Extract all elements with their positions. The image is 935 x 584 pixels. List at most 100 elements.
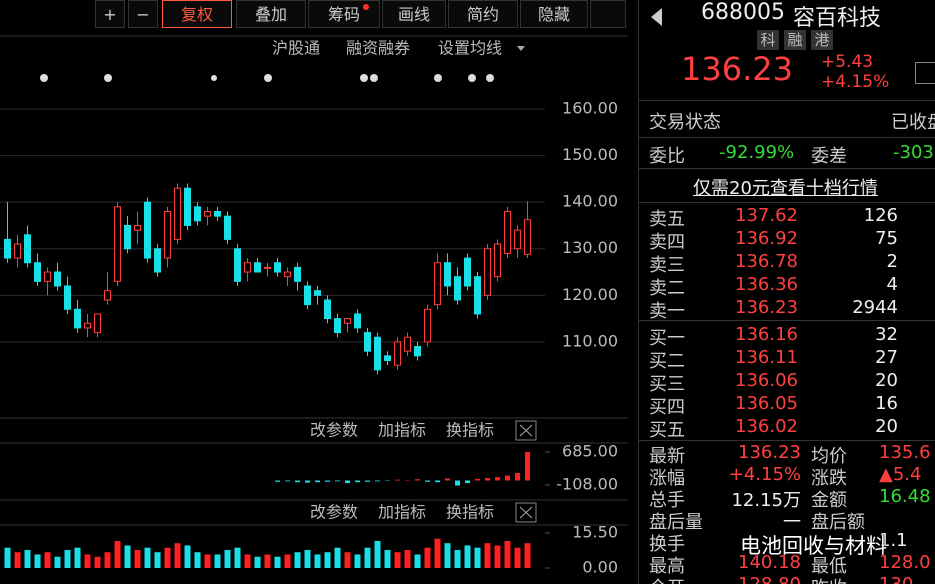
volume-bar — [84, 554, 91, 568]
add-button[interactable] — [915, 62, 935, 84]
book-volume: 75 — [875, 228, 898, 249]
volume-bar — [364, 547, 371, 568]
macd-bar — [335, 480, 340, 482]
divider — [639, 168, 935, 169]
candle-body — [84, 322, 91, 329]
close-button[interactable] — [515, 502, 537, 523]
volume-bar — [524, 543, 531, 568]
stock-code: 688005 — [701, 0, 785, 25]
book-label: 卖一 — [649, 301, 685, 322]
stat-value: 1.1 — [879, 530, 908, 551]
y-tick-label: -108.00 — [556, 475, 618, 494]
macd-bar — [425, 480, 430, 482]
candle-body — [4, 238, 11, 259]
toolbar-button[interactable]: 画线 — [382, 0, 446, 28]
price-pct: +4.15% — [821, 72, 890, 92]
macd-bar — [315, 480, 320, 483]
candle-body — [124, 224, 131, 250]
volume-bar — [34, 554, 41, 568]
candle-body — [64, 285, 71, 310]
candle-body — [14, 243, 21, 259]
book-price: 136.05 — [735, 393, 798, 414]
macd-bar — [475, 478, 480, 481]
candle-body — [24, 234, 31, 264]
candle-body — [444, 262, 451, 287]
candle-body — [154, 248, 161, 273]
macd-bar — [415, 479, 420, 481]
candle-body — [264, 266, 271, 269]
volume-bar — [284, 554, 291, 568]
volume-bar — [44, 552, 51, 568]
candle-body — [434, 262, 441, 306]
toolbar-button[interactable]: 筹码 — [308, 0, 380, 28]
book-price: 136.78 — [735, 251, 798, 272]
toolbar-button[interactable]: 隐藏 — [520, 0, 588, 28]
volume-bar — [174, 543, 181, 568]
volume-bar — [294, 552, 301, 568]
stat-value: 一 — [783, 512, 801, 533]
volume-bar — [424, 547, 431, 568]
close-button[interactable] — [515, 420, 537, 441]
candle-body — [384, 355, 391, 362]
macd-bar — [455, 480, 460, 486]
toolbar-button[interactable]: − — [128, 0, 158, 28]
volume-bar — [434, 538, 441, 568]
divider — [639, 137, 935, 138]
dropdown-arrow — [517, 46, 525, 51]
volume-bar — [154, 552, 161, 568]
candle-body — [54, 271, 61, 287]
candle-body — [314, 290, 321, 296]
close-icon — [519, 424, 533, 437]
macd-bar — [375, 480, 380, 482]
stat-label: 金额 — [811, 490, 847, 511]
candle-body — [374, 336, 381, 371]
volume-bar — [444, 543, 451, 568]
stat-label: 均价 — [811, 446, 847, 467]
volume-bar — [184, 545, 191, 568]
stat-value: +4.15% — [728, 464, 801, 485]
chart-link[interactable]: 设置均线 — [438, 39, 502, 58]
stat-label: 盘后量 — [649, 512, 703, 533]
book-price: 137.62 — [735, 205, 798, 226]
candle-body — [304, 285, 311, 306]
stat-label: 最新 — [649, 446, 685, 467]
expand-button[interactable] — [590, 0, 626, 28]
indicator-button: 改参数 — [310, 503, 358, 522]
volume-bar — [224, 549, 231, 568]
toolbar-button[interactable]: + — [95, 0, 125, 28]
toolbar-button[interactable]: 简约 — [448, 0, 518, 28]
stat-value: 128.80 — [738, 574, 801, 584]
back-arrow[interactable] — [651, 8, 662, 26]
book-price: 136.23 — [735, 297, 798, 318]
chart-link[interactable]: 融资融券 — [346, 39, 410, 58]
stat-value: 12.15万 — [731, 490, 801, 511]
volume-bar — [354, 554, 361, 568]
stat-label: 总手 — [649, 490, 685, 511]
book-price: 136.11 — [735, 347, 798, 368]
volume-bar — [14, 552, 21, 568]
candle-body — [44, 271, 51, 282]
book-price: 136.06 — [735, 370, 798, 391]
volume-bar — [254, 556, 261, 568]
candle-body — [324, 299, 331, 320]
toolbar-button[interactable]: 复权 — [162, 0, 232, 28]
candle-body — [234, 248, 241, 282]
upgrade-banner[interactable]: 仅需20元查看十档行情 — [693, 178, 878, 199]
candle-body — [284, 271, 291, 278]
candle-body — [364, 332, 371, 352]
candle-body — [224, 215, 231, 240]
stat-value: 136.23 — [738, 442, 801, 463]
volume-bar — [344, 552, 351, 568]
candle-body — [114, 206, 121, 282]
volume-bar — [304, 549, 311, 568]
book-label: 买五 — [649, 420, 685, 441]
stat-label: 最低 — [811, 556, 847, 577]
volume-bar — [494, 545, 501, 568]
y-tick-label: 110.00 — [562, 331, 618, 350]
macd-bar — [395, 479, 400, 481]
toolbar-button[interactable]: 叠加 — [236, 0, 306, 28]
chart-link[interactable]: 沪股通 — [272, 39, 320, 58]
volume-bar — [4, 547, 11, 568]
divider — [639, 320, 935, 321]
y-tick-label: 685.00 — [562, 441, 618, 460]
